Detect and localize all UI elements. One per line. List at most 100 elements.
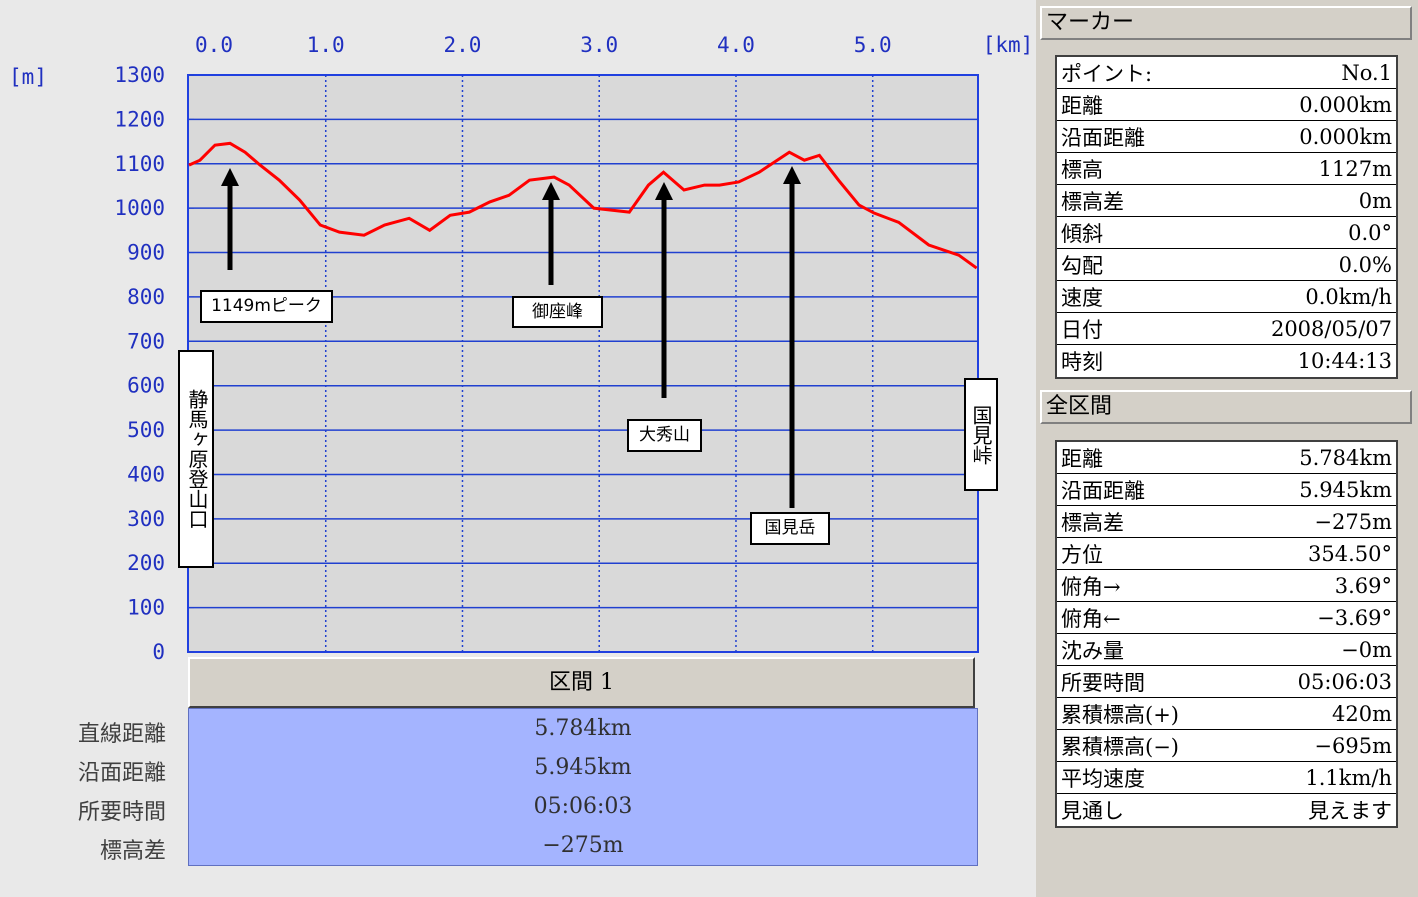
panel-row-label: 日付 — [1061, 317, 1103, 342]
panel-row-value: −0m — [1341, 637, 1392, 662]
y-tick-label: 300 — [127, 507, 165, 531]
panel-row-label: 俯角← — [1061, 606, 1121, 631]
panel-header: 全区間 — [1040, 390, 1412, 424]
panel-row-label: ポイント: — [1061, 61, 1153, 86]
panel-row-label: 見通し — [1061, 799, 1124, 823]
section-row-value: 5.784km — [534, 716, 632, 741]
panel-row-value: 354.50° — [1308, 541, 1392, 566]
y-tick-label: 600 — [127, 374, 165, 398]
panel-row-label: 累積標高(+) — [1061, 702, 1179, 727]
panel-row: 沿面距離 0.000km — [1057, 121, 1396, 153]
panel-row-value: −695m — [1314, 733, 1392, 758]
panel-row-value: 10:44:13 — [1297, 349, 1392, 373]
panel-row: 平均速度 1.1km/h — [1057, 762, 1396, 794]
y-tick-label: 0 — [152, 640, 165, 664]
section-row-label: 所要時間 — [77, 800, 166, 825]
y-tick-label: 700 — [127, 329, 165, 353]
annotation-label: 1149mピーク — [200, 290, 333, 323]
panel-row-label: 累積標高(−) — [1061, 734, 1179, 759]
panel-row-value: 0.000km — [1299, 124, 1392, 149]
panel-row: 方位 354.50° — [1057, 538, 1396, 570]
panel-row: 時刻 10:44:13 — [1057, 345, 1396, 377]
panel-row-value: 05:06:03 — [1297, 669, 1392, 694]
y-tick-label: 1000 — [114, 196, 165, 220]
panel-row-label: 方位 — [1061, 542, 1103, 567]
panel-row-value: 見えます — [1308, 799, 1392, 823]
y-tick-label: 200 — [127, 551, 165, 575]
panel-row-label: 距離 — [1061, 446, 1103, 471]
panel-row: 日付 2008/05/07 — [1057, 313, 1396, 345]
panel-row-value: 1127m — [1318, 156, 1392, 181]
panel-row: 所要時間 05:06:03 — [1057, 666, 1396, 698]
annotation-label: 国見岳 — [750, 512, 830, 545]
panel-row: 傾斜 0.0° — [1057, 217, 1396, 249]
panel-row-label: 所要時間 — [1061, 670, 1145, 695]
panel-row: 俯角→ 3.69° — [1057, 570, 1396, 602]
panel-row-label: 時刻 — [1061, 350, 1103, 374]
arrow-head — [783, 166, 801, 184]
section-row-value: 05:06:03 — [533, 794, 633, 819]
panel-header: マーカー — [1040, 6, 1412, 40]
y-tick-label: 900 — [127, 241, 165, 265]
panel-row-value: 3.69° — [1334, 573, 1392, 598]
panel-row-label: 平均速度 — [1061, 766, 1145, 791]
panel-row-value: −275m — [1314, 509, 1392, 534]
panel-row-label: 距離 — [1061, 93, 1103, 118]
panel-row: 見通し 見えます — [1057, 794, 1396, 826]
panel-row-label: 勾配 — [1061, 253, 1103, 278]
chart: 0 100 200 300 400 500 600 700 800 900 1000 1100 1200… — [9, 33, 1034, 664]
y-tick-label: 100 — [127, 596, 165, 620]
panel-row: 距離 0.000km — [1057, 89, 1396, 121]
panel-row-label: 沿面距離 — [1061, 478, 1145, 503]
annotation-label: 大秀山 — [627, 419, 702, 452]
panel-row: 累積標高(−) −695m — [1057, 730, 1396, 762]
section-row-value: 5.945km — [534, 755, 632, 780]
panel-row-value: 2008/05/07 — [1270, 316, 1392, 341]
plot-area — [187, 74, 979, 653]
y-tick-label: 1100 — [114, 152, 165, 176]
y-tick-label: 1300 — [114, 63, 165, 87]
panel-row: 標高差 0m — [1057, 185, 1396, 217]
annotation-label: 静馬ヶ原登山口 — [178, 350, 214, 568]
panel-row-label: 標高 — [1061, 157, 1103, 182]
panel-row-label: 傾斜 — [1061, 221, 1103, 246]
panel-row-label: 俯角→ — [1061, 574, 1121, 599]
y-unit: [m] — [9, 65, 47, 89]
panel-row-value: 0.0% — [1338, 252, 1392, 277]
annotation-label: 御座峰 — [512, 296, 603, 328]
x-tick-label: 2.0 — [444, 33, 482, 57]
panel-row: 累積標高(+) 420m — [1057, 698, 1396, 730]
panel-row-label: 沿面距離 — [1061, 125, 1145, 150]
panel-row: ポイント: No.1 — [1057, 57, 1396, 89]
section-row-label: 標高差 — [99, 839, 166, 864]
section-row-label: 直線距離 — [77, 722, 166, 747]
arrow-head — [655, 182, 673, 200]
panel-row: 速度 0.0km/h — [1057, 281, 1396, 313]
panel-row-value: 1.1km/h — [1305, 765, 1392, 790]
y-tick-label: 800 — [127, 285, 165, 309]
panel-table: 距離 5.784km 沿面距離 5.945km 標高差 −275m 方位 354.50° 俯角→… — [1055, 440, 1398, 828]
section-row-label: 沿面距離 — [77, 761, 166, 786]
panel-row-value: 0.0° — [1348, 220, 1392, 245]
panel-row: 勾配 0.0% — [1057, 249, 1396, 281]
section-body — [188, 708, 978, 866]
panel-row-value: 5.784km — [1299, 445, 1392, 470]
section-row-value: −275m — [542, 833, 624, 858]
panel-row: 俯角← −3.69° — [1057, 602, 1396, 634]
panel-row-label: 標高差 — [1061, 189, 1124, 214]
panel-row: 標高差 −275m — [1057, 506, 1396, 538]
x-tick-label: 3.0 — [580, 33, 618, 57]
panel-row-value: 0m — [1358, 188, 1392, 213]
x-unit: [km] — [983, 33, 1034, 57]
panel-row-label: 標高差 — [1061, 510, 1124, 535]
x-tick-label: 0.0 — [195, 33, 233, 57]
arrow-head — [542, 182, 560, 200]
panel-row: 沿面距離 5.945km — [1057, 474, 1396, 506]
panel-row: 標高 1127m — [1057, 153, 1396, 185]
y-tick-label: 1200 — [114, 107, 165, 131]
panel-row-value: 0.0km/h — [1305, 284, 1392, 309]
x-tick-label: 5.0 — [854, 33, 892, 57]
y-tick-label: 400 — [127, 462, 165, 486]
panel-row-value: 420m — [1332, 701, 1392, 726]
